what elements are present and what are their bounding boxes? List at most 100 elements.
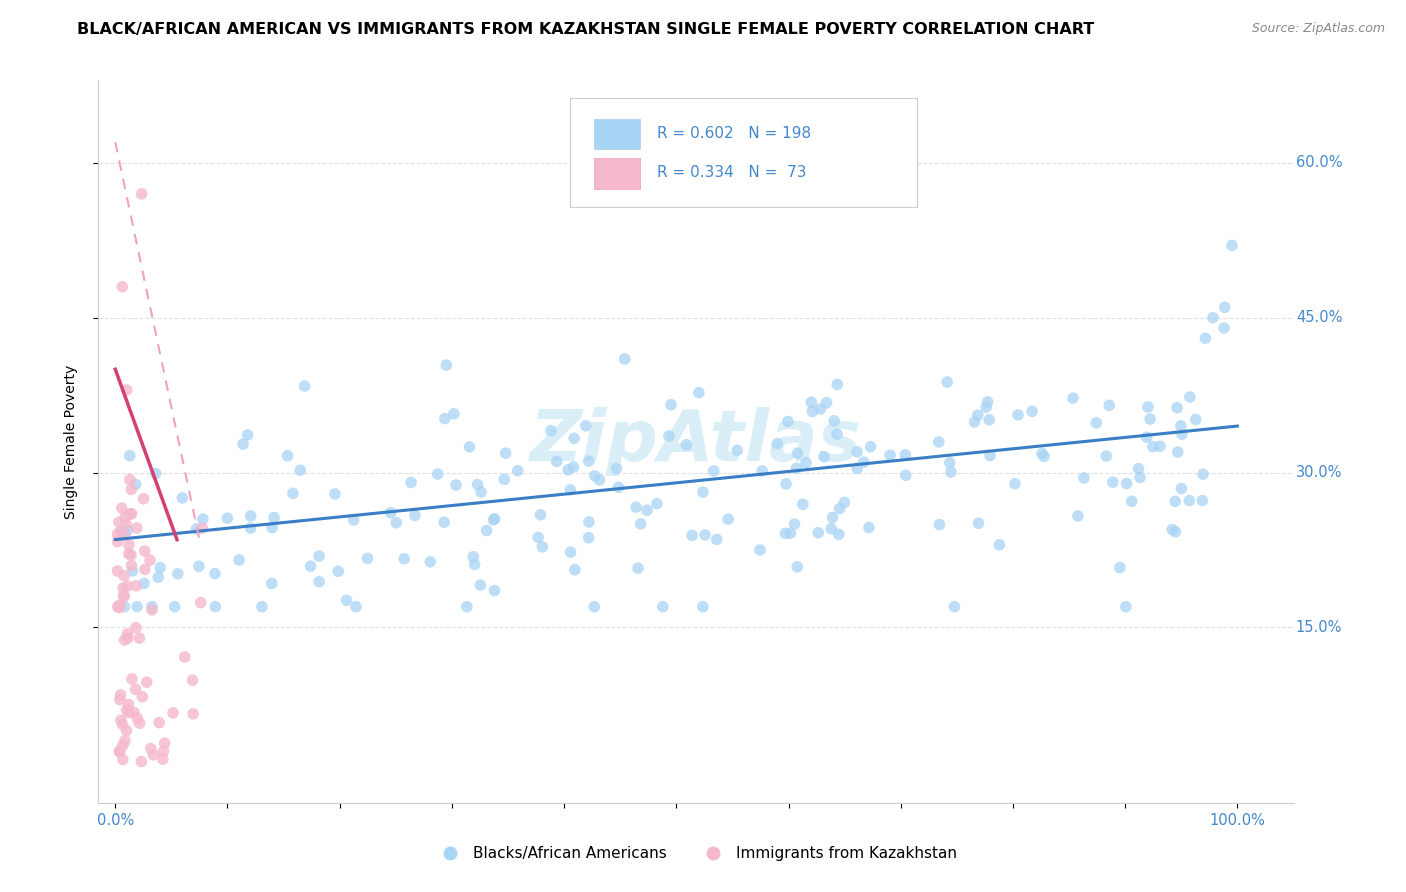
Point xyxy=(725,443,748,458)
Point xyxy=(434,358,457,372)
Point xyxy=(963,415,986,429)
Point xyxy=(124,682,146,697)
Point xyxy=(148,715,170,730)
Point xyxy=(132,576,155,591)
Point xyxy=(142,747,165,762)
Point xyxy=(463,549,485,564)
Point xyxy=(467,477,489,491)
Point xyxy=(117,698,139,712)
Point xyxy=(475,524,498,538)
Point xyxy=(115,517,138,532)
Point xyxy=(228,553,250,567)
Point xyxy=(1004,476,1026,491)
Point xyxy=(624,500,647,515)
Point xyxy=(588,473,610,487)
Point xyxy=(786,559,808,574)
Point xyxy=(120,558,142,573)
Point xyxy=(979,449,1001,463)
Point xyxy=(974,401,997,415)
Point xyxy=(163,599,186,614)
Point xyxy=(121,507,143,521)
Point xyxy=(979,413,1001,427)
Point xyxy=(1170,418,1192,433)
Point xyxy=(114,599,136,614)
Point xyxy=(117,631,139,645)
Point xyxy=(560,483,582,497)
Point xyxy=(692,599,714,614)
Point xyxy=(308,549,330,563)
Point xyxy=(114,734,136,748)
Point xyxy=(813,450,835,464)
Point xyxy=(1178,390,1201,404)
Point xyxy=(766,436,789,450)
Point xyxy=(111,752,134,766)
Point xyxy=(1121,494,1143,508)
Point xyxy=(943,599,966,614)
Point xyxy=(108,744,131,758)
Point xyxy=(111,279,134,293)
Point xyxy=(120,483,142,497)
Point xyxy=(181,706,204,721)
Point xyxy=(1171,427,1194,442)
Point xyxy=(786,446,808,460)
Point xyxy=(1098,398,1121,412)
Point xyxy=(706,533,728,547)
Point xyxy=(583,469,606,483)
Point xyxy=(162,706,184,720)
Point xyxy=(859,440,882,454)
Point xyxy=(751,464,773,478)
Point xyxy=(681,528,703,542)
Point xyxy=(894,468,917,483)
Point xyxy=(527,530,550,544)
Point xyxy=(125,521,148,535)
Point xyxy=(127,599,149,614)
Point xyxy=(540,424,562,438)
Point xyxy=(131,186,153,201)
Text: Source: ZipAtlas.com: Source: ZipAtlas.com xyxy=(1251,22,1385,36)
Point xyxy=(153,736,176,750)
Point xyxy=(627,561,650,575)
Point xyxy=(693,528,716,542)
Text: 45.0%: 45.0% xyxy=(1296,310,1343,326)
Point xyxy=(122,706,145,720)
Point xyxy=(239,508,262,523)
Point xyxy=(276,449,298,463)
Point xyxy=(108,515,131,529)
Point xyxy=(564,563,586,577)
Point xyxy=(1102,475,1125,489)
Point xyxy=(335,593,357,607)
Point xyxy=(659,398,682,412)
Point xyxy=(815,396,838,410)
Point xyxy=(546,454,568,468)
Point xyxy=(114,510,136,524)
Point xyxy=(775,476,797,491)
Point xyxy=(494,472,516,486)
Point xyxy=(443,407,465,421)
Point xyxy=(187,559,209,574)
FancyBboxPatch shape xyxy=(595,119,640,149)
Point xyxy=(823,414,845,428)
Point xyxy=(127,711,149,725)
Point xyxy=(111,717,134,731)
Point xyxy=(323,487,346,501)
Point xyxy=(605,461,627,475)
Point xyxy=(232,437,254,451)
Point xyxy=(470,485,492,500)
Point xyxy=(217,511,239,525)
Point xyxy=(294,379,316,393)
Point xyxy=(181,673,204,687)
Point xyxy=(117,627,139,641)
Point xyxy=(936,375,959,389)
Point xyxy=(1095,449,1118,463)
Point xyxy=(688,385,710,400)
Point xyxy=(1170,482,1192,496)
Point xyxy=(115,703,138,717)
Point xyxy=(1021,404,1043,418)
Point xyxy=(1166,401,1188,415)
Point xyxy=(928,517,950,532)
Point xyxy=(111,581,134,595)
Text: BLACK/AFRICAN AMERICAN VS IMMIGRANTS FROM KAZAKHSTAN SINGLE FEMALE POVERTY CORRE: BLACK/AFRICAN AMERICAN VS IMMIGRANTS FRO… xyxy=(77,22,1095,37)
Point xyxy=(152,752,174,766)
Point xyxy=(828,501,851,516)
Point xyxy=(1031,446,1053,460)
